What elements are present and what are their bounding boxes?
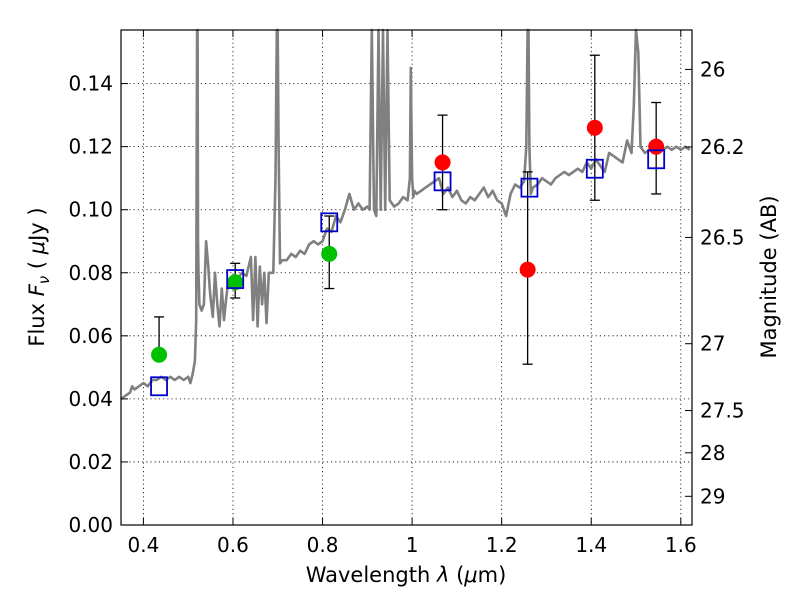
synthetic-photometry bbox=[150, 149, 666, 397]
y-tick-label: 0.04 bbox=[68, 387, 113, 411]
observed-point bbox=[434, 154, 451, 171]
model-spectrum bbox=[120, 28, 691, 400]
y-tick-label: 0.02 bbox=[68, 450, 113, 474]
x-tick-label: 1 bbox=[406, 533, 419, 557]
synthetic-photometry-square bbox=[520, 177, 539, 198]
y-tick-label: 0.06 bbox=[68, 324, 113, 348]
x-tick-label: 0.8 bbox=[307, 533, 339, 557]
y-axis-label: Flux Fν ( μJy ) bbox=[25, 207, 53, 346]
y2-tick-label: 26.2 bbox=[700, 135, 745, 159]
observed-point bbox=[519, 261, 536, 278]
synthetic-photometry-square bbox=[320, 212, 339, 233]
y-tick-label: 0.00 bbox=[68, 513, 113, 537]
y2-tick-label: 27 bbox=[700, 332, 725, 356]
x-tick-label: 0.4 bbox=[127, 533, 159, 557]
synthetic-photometry-square bbox=[433, 171, 452, 192]
y2-axis-label: Magnitude (AB) bbox=[757, 195, 781, 358]
synthetic-photometry-square bbox=[150, 376, 168, 397]
y-tick-label: 0.08 bbox=[68, 261, 113, 285]
x-tick-label: 0.6 bbox=[217, 533, 249, 557]
model-spectrum-line bbox=[120, 28, 691, 400]
observed-points bbox=[151, 119, 665, 363]
synthetic-photometry-square bbox=[647, 149, 666, 170]
grid bbox=[121, 30, 692, 526]
x-ticks: 0.4 0.6 0.8 1 1.2 1.4 1.6 bbox=[127, 30, 697, 557]
observed-point bbox=[586, 119, 603, 136]
y2-tick-label: 29 bbox=[700, 484, 725, 508]
x-axis-label: Wavelength λ (μm) bbox=[306, 563, 507, 587]
y2-tick-label: 27.5 bbox=[700, 399, 745, 423]
synthetic-photometry-square bbox=[226, 269, 245, 289]
x-tick-label: 1.6 bbox=[665, 533, 697, 557]
synthetic-photometry-square bbox=[585, 158, 604, 179]
y2-tick-label: 26 bbox=[700, 57, 725, 81]
observed-point bbox=[648, 138, 665, 155]
y-tick-label: 0.10 bbox=[68, 198, 113, 222]
y2-ticks: 26 26.2 26.5 27 27.5 28 29 bbox=[685, 57, 745, 508]
y-tick-label: 0.14 bbox=[68, 72, 113, 96]
x-tick-label: 1.2 bbox=[486, 533, 518, 557]
x-tick-label: 1.4 bbox=[575, 533, 607, 557]
y-tick-label: 0.12 bbox=[68, 135, 113, 159]
observed-point bbox=[227, 274, 244, 291]
plot-frame bbox=[120, 29, 693, 526]
y2-tick-label: 28 bbox=[700, 441, 725, 465]
observed-point bbox=[151, 346, 168, 363]
y-ticks: 0.00 0.02 0.04 0.06 0.08 0.10 0.12 0.14 bbox=[68, 72, 128, 537]
y2-tick-label: 26.5 bbox=[700, 225, 745, 249]
observed-point bbox=[321, 245, 338, 262]
